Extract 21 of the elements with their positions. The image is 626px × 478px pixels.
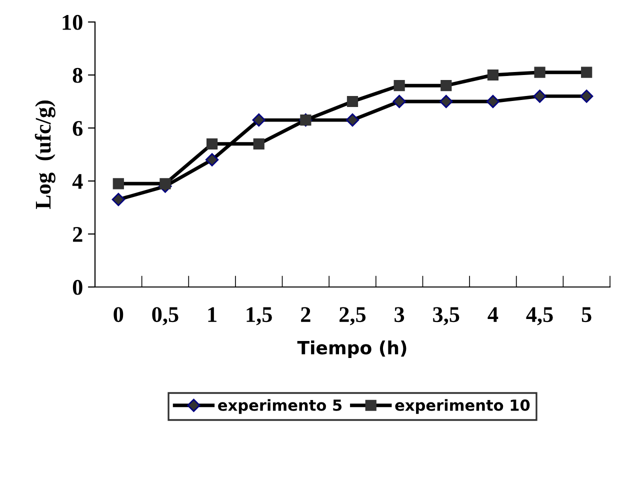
x-tick-label: 3,5	[433, 307, 460, 326]
y-tick-label: 8	[72, 68, 82, 83]
x-tick-label: 1,5	[246, 307, 272, 326]
y-axis-title: Log (ufc/g)	[34, 100, 56, 210]
x-tick-label: 3	[394, 307, 404, 322]
x-tick-label: 1	[208, 307, 216, 322]
x-tick-label: 4,5	[526, 307, 553, 326]
y-tick-label: 2	[73, 226, 82, 242]
x-tick-label: 4	[488, 307, 498, 322]
y-tick-label: 0	[72, 280, 82, 295]
x-tick-label: 0,5	[152, 307, 178, 326]
y-tick-label: 10	[62, 14, 82, 30]
x-tick-label: 0	[114, 307, 124, 322]
y-tick-label: 6	[72, 120, 83, 136]
legend-label: experimento 10	[395, 399, 530, 414]
x-tick-label: 5	[582, 307, 592, 322]
x-axis-title: Tiempo (h)	[297, 340, 406, 358]
legend-label: experimento 5	[218, 399, 342, 414]
x-tick-label: 2,5	[340, 307, 366, 326]
y-tick-label: 4	[72, 174, 83, 189]
x-tick-label: 2	[301, 307, 310, 322]
